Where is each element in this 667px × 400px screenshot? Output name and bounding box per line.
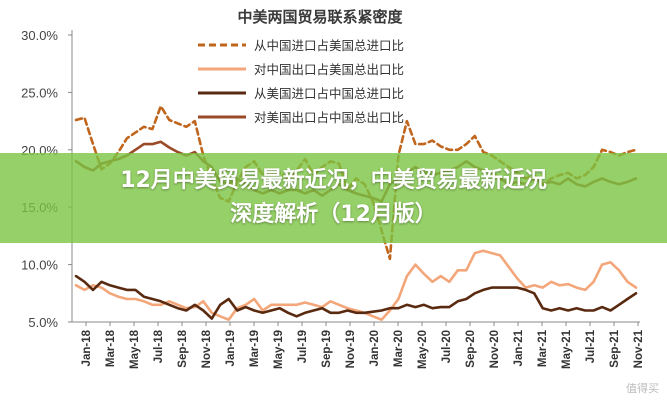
- headline-line-2: 深度解析（12月版）: [230, 202, 437, 227]
- x-tick-label: Mar-20: [393, 330, 405, 367]
- y-tick-label: 5.0%: [28, 315, 58, 330]
- x-tick-label: Jan-20: [369, 330, 381, 366]
- series-line: [74, 249, 638, 322]
- x-tick-label: Jul-19: [297, 330, 309, 363]
- x-tick-label: May-18: [129, 329, 141, 369]
- x-tick-label: Sep-21: [609, 329, 621, 367]
- x-axis-ticks: Jan-18 Mar-18 May-18 Jul-18 Sep-18 Nov-18 Jan-…: [81, 322, 645, 369]
- y-tick-label: 30.0%: [21, 28, 58, 43]
- x-tick-label: Sep-19: [321, 330, 333, 368]
- watermark: 值得买: [626, 382, 659, 395]
- chart-title: 中美两国贸易联系紧密度: [237, 8, 403, 26]
- x-tick-label: Jan-21: [513, 329, 525, 366]
- x-tick-label: Mar-18: [105, 329, 117, 367]
- headline-banner: 12月中美贸易最新近况，中美贸易最新近况 深度解析（12月版）: [0, 153, 667, 243]
- x-tick-label: Mar-21: [537, 329, 549, 367]
- x-tick-label: Nov-21: [633, 329, 645, 368]
- x-tick-label: Mar-19: [249, 330, 261, 367]
- legend: 从中国进口占美国总进口比对中国出口占美国总出口比从美国进口占中国总进口比对美国出…: [198, 38, 404, 125]
- y-tick-label: 25.0%: [21, 85, 58, 100]
- legend-label: 对美国出口占中国总出口比: [254, 110, 404, 125]
- x-tick-label: Jul-18: [153, 329, 165, 363]
- series-line: [74, 274, 638, 320]
- legend-label: 从美国进口占中国总进口比: [254, 86, 404, 101]
- x-tick-label: Nov-18: [201, 329, 213, 368]
- headline-line-1: 12月中美贸易最新近况，中美贸易最新近况: [120, 168, 547, 193]
- x-tick-label: Jan-18: [81, 329, 93, 366]
- x-tick-label: Nov-20: [489, 330, 501, 368]
- y-tick-label: 10.0%: [21, 258, 58, 273]
- x-tick-label: Sep-18: [177, 329, 189, 367]
- legend-label: 从中国进口占美国总进口比: [254, 38, 404, 53]
- x-tick-label: Jul-21: [585, 329, 597, 363]
- x-tick-label: May-19: [273, 330, 285, 369]
- legend-label: 对中国出口占美国总出口比: [254, 62, 404, 77]
- x-tick-label: Sep-20: [465, 330, 477, 368]
- x-tick-label: May-21: [561, 329, 573, 369]
- x-tick-label: Jan-19: [225, 330, 237, 366]
- x-tick-label: Nov-19: [345, 330, 357, 368]
- x-tick-label: May-20: [417, 330, 429, 369]
- x-tick-label: Jul-20: [441, 330, 453, 363]
